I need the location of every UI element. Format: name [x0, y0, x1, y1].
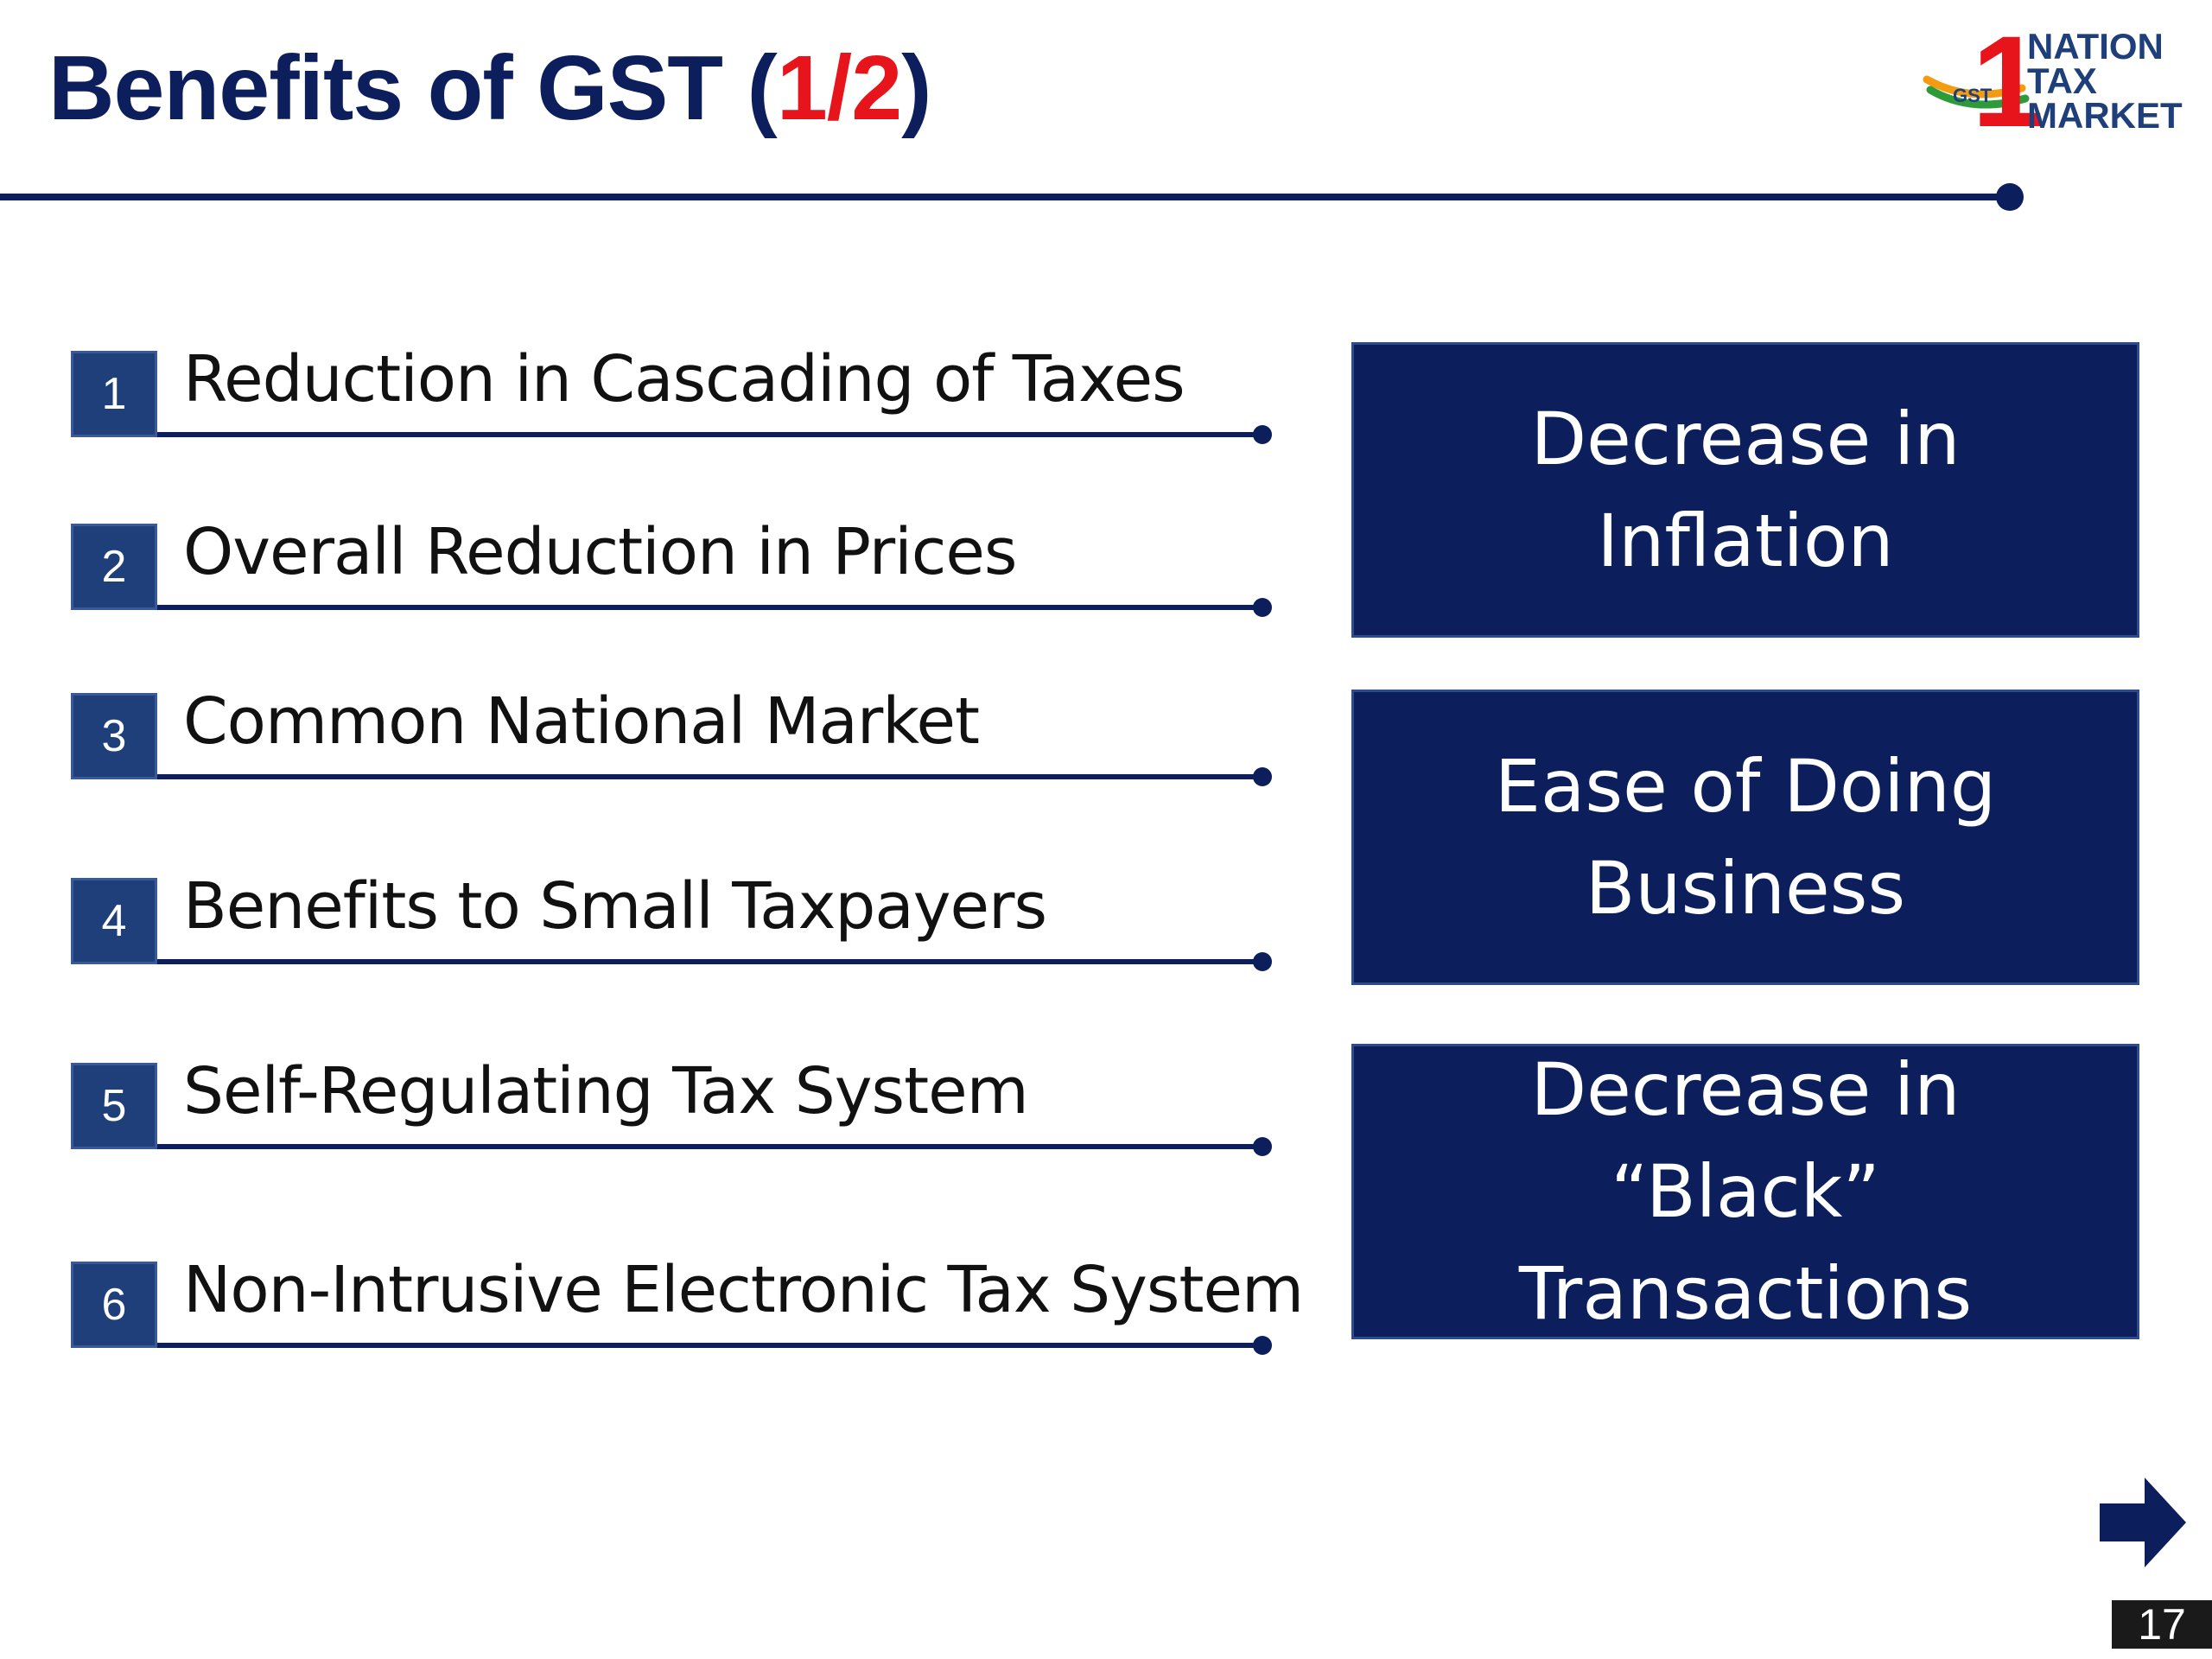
benefit-underline-dot: [1253, 767, 1272, 786]
logo-line-2: TAX: [2027, 60, 2097, 101]
benefit-underline-dot: [1253, 598, 1272, 617]
benefit-item: 3 Common National Market: [71, 684, 1272, 786]
outcome-label: Decrease in Inflation: [1530, 397, 1961, 583]
logo-line-1: NATION: [2027, 26, 2164, 67]
benefit-underline: [157, 1343, 1260, 1348]
benefit-item: 2 Overall Reduction in Prices: [71, 515, 1272, 617]
title-underline: [0, 194, 2006, 200]
outcome-label: Decrease in “Black” Transactions: [1518, 1047, 1973, 1336]
logo-line-3: MARKET: [2027, 95, 2183, 136]
outcome-box-black-transactions: Decrease in “Black” Transactions: [1351, 1044, 2139, 1339]
benefit-underline-dot: [1253, 952, 1272, 971]
benefit-number: 4: [71, 878, 157, 964]
title-fraction: 1/2: [776, 37, 902, 139]
benefit-number: 6: [71, 1262, 157, 1348]
title-end: ): [901, 37, 931, 139]
logo-badge: GST: [1953, 85, 1993, 106]
benefit-number: 2: [71, 524, 157, 610]
benefit-number: 3: [71, 693, 157, 779]
benefit-underline-dot: [1253, 1336, 1272, 1355]
benefit-number: 5: [71, 1063, 157, 1149]
benefit-item: 1 Reduction in Cascading of Taxes: [71, 342, 1272, 444]
benefit-item: 4 Benefits to Small Taxpayers: [71, 869, 1272, 971]
page-number: 17: [2112, 1600, 2212, 1649]
benefit-underline-dot: [1253, 1137, 1272, 1156]
outcome-box-ease-of-business: Ease of Doing Business: [1351, 690, 2139, 985]
right-arrow-icon[interactable]: [2100, 1478, 2186, 1567]
benefit-underline: [157, 605, 1260, 610]
benefit-item: 5 Self-Regulating Tax System: [71, 1054, 1272, 1156]
benefit-underline: [157, 959, 1260, 964]
benefit-underline: [157, 432, 1260, 437]
benefit-number: 1: [71, 351, 157, 437]
logo-numeral: 1: [1972, 24, 2044, 137]
benefit-underline: [157, 1144, 1260, 1149]
slide-title: Benefits of GST (1/2): [48, 36, 931, 141]
benefit-label: Benefits to Small Taxpayers: [183, 869, 1047, 944]
benefit-item: 6 Non-Intrusive Electronic Tax System: [71, 1253, 1304, 1355]
benefit-label: Non-Intrusive Electronic Tax System: [183, 1253, 1304, 1327]
title-main: Benefits of GST (: [48, 37, 778, 139]
benefit-label: Reduction in Cascading of Taxes: [183, 342, 1185, 416]
benefit-label: Self-Regulating Tax System: [183, 1054, 1029, 1128]
nation-tax-market-logo: 1 GST NATION TAX MARKET: [1923, 24, 2183, 137]
benefit-label: Overall Reduction in Prices: [183, 515, 1017, 589]
benefit-underline-dot: [1253, 425, 1272, 444]
benefit-underline: [157, 774, 1260, 779]
title-underline-dot: [1996, 183, 2024, 211]
benefit-label: Common National Market: [183, 684, 980, 759]
outcome-label: Ease of Doing Business: [1494, 744, 1997, 931]
outcome-box-inflation: Decrease in Inflation: [1351, 342, 2139, 638]
